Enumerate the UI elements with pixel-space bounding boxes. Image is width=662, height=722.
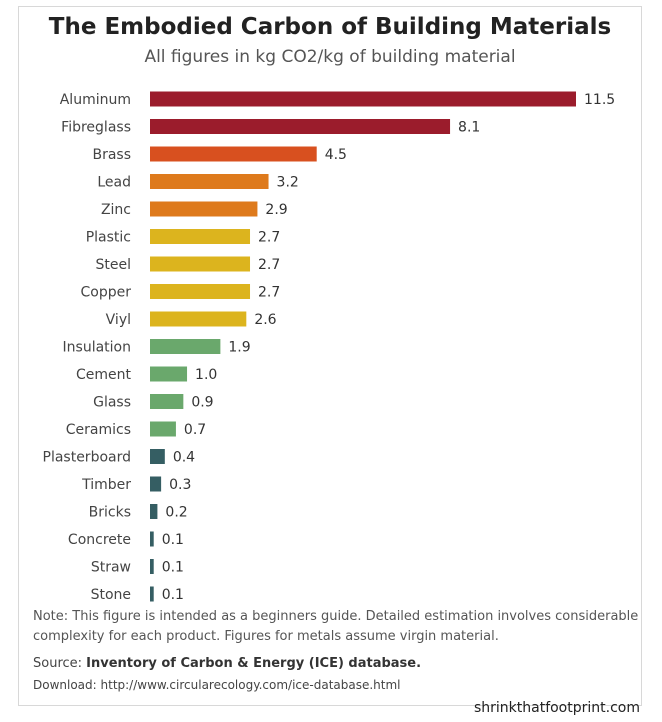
chart-title: The Embodied Carbon of Building Material… xyxy=(48,14,612,40)
category-label-lead: Lead xyxy=(97,175,131,191)
category-label-timber: Timber xyxy=(81,477,131,493)
bar-timber xyxy=(150,476,162,492)
bar-stone xyxy=(150,586,154,602)
bar-zinc xyxy=(150,201,258,217)
value-label-stone: 0.1 xyxy=(162,587,184,603)
bar-plastic xyxy=(150,229,251,244)
value-label-insulation: 1.9 xyxy=(228,340,250,356)
value-label-ceramics: 0.7 xyxy=(184,422,206,438)
category-label-concrete: Concrete xyxy=(68,532,131,548)
value-label-concrete: 0.1 xyxy=(162,532,184,548)
category-label-ceramics: Ceramics xyxy=(66,422,131,438)
category-label-copper: Copper xyxy=(81,285,132,301)
category-label-viyl: Viyl xyxy=(106,312,131,328)
download-link[interactable]: Download: http://www.circularecology.com… xyxy=(33,678,401,692)
bar-fibreglass xyxy=(150,119,451,134)
source-line: Source: Inventory of Carbon & Energy (IC… xyxy=(33,656,421,671)
bar-chart: Aluminum 11.5 Fibreglass 8.1 Brass 4.5 Lead 3.2… xyxy=(43,91,615,603)
value-label-glass: 0.9 xyxy=(191,395,213,411)
value-label-bricks: 0.2 xyxy=(165,505,187,521)
value-label-aluminum: 11.5 xyxy=(584,92,615,108)
value-label-viyl: 2.6 xyxy=(254,312,276,328)
value-label-plasterboard: 0.4 xyxy=(173,450,195,466)
bar-steel xyxy=(150,256,251,272)
source-name: Inventory of Carbon & Energy (ICE) datab… xyxy=(86,656,422,671)
bar-straw xyxy=(150,559,154,574)
bar-aluminum xyxy=(150,91,576,107)
category-label-bricks: Bricks xyxy=(89,505,131,521)
category-label-plastic: Plastic xyxy=(86,230,131,246)
value-label-copper: 2.7 xyxy=(258,285,280,301)
category-label-glass: Glass xyxy=(93,395,131,411)
category-label-fibreglass: Fibreglass xyxy=(61,120,131,136)
footnote: Note: This figure is intended as a begin… xyxy=(33,609,639,644)
value-label-steel: 2.7 xyxy=(258,257,280,273)
bar-brass xyxy=(150,146,317,162)
value-label-plastic: 2.7 xyxy=(258,230,280,246)
bar-concrete xyxy=(150,531,154,547)
category-label-cement: Cement xyxy=(76,367,132,383)
value-label-brass: 4.5 xyxy=(325,147,347,163)
value-label-straw: 0.1 xyxy=(162,560,184,576)
bar-copper xyxy=(150,284,251,299)
category-label-zinc: Zinc xyxy=(101,202,131,218)
bar-glass xyxy=(150,394,184,409)
bar-lead xyxy=(150,174,269,189)
value-label-lead: 3.2 xyxy=(277,175,299,191)
value-label-fibreglass: 8.1 xyxy=(458,120,480,136)
category-label-plasterboard: Plasterboard xyxy=(43,450,132,466)
value-label-timber: 0.3 xyxy=(169,477,191,493)
category-label-straw: Straw xyxy=(91,560,131,576)
category-label-aluminum: Aluminum xyxy=(60,92,131,108)
chart-subtitle: All figures in kg CO2/kg of building mat… xyxy=(144,47,516,67)
value-label-zinc: 2.9 xyxy=(265,202,287,218)
category-label-steel: Steel xyxy=(96,257,132,273)
bar-cement xyxy=(150,366,188,382)
bar-bricks xyxy=(150,504,158,519)
brand-credit: shrinkthatfootprint.com xyxy=(473,700,640,716)
category-label-stone: Stone xyxy=(91,587,131,603)
source-prefix: Source: xyxy=(33,656,83,671)
bar-viyl xyxy=(150,311,247,327)
category-label-insulation: Insulation xyxy=(63,340,131,356)
bar-insulation xyxy=(150,339,221,354)
bar-plasterboard xyxy=(150,449,165,464)
value-label-cement: 1.0 xyxy=(195,367,217,383)
bar-ceramics xyxy=(150,421,176,437)
category-label-brass: Brass xyxy=(92,147,131,163)
